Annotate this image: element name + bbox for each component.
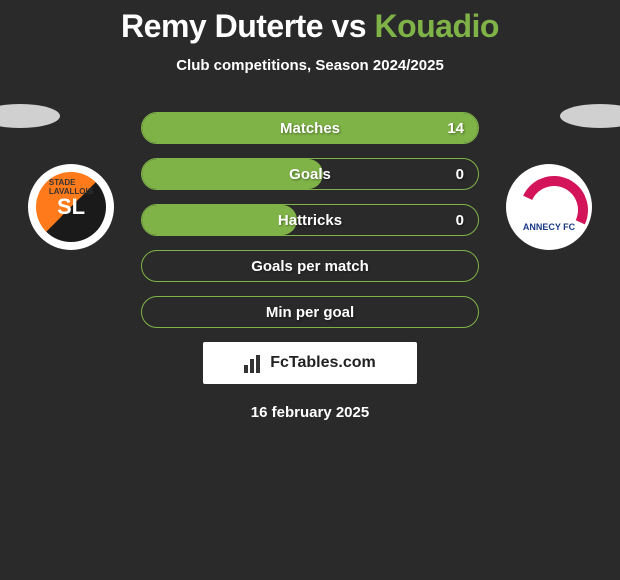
right-club-badge: ANNECY FC [506, 164, 592, 250]
stats-bars: Matches 14 Goals 0 Hattricks 0 Goals per… [141, 112, 479, 328]
left-badge-initials: SL [57, 194, 85, 220]
right-badge-icon: ANNECY FC [514, 172, 584, 242]
bar-label: Goals per match [251, 258, 369, 275]
content-area: STADELAVALLOIS SL ANNECY FC Matches 14 G… [0, 112, 620, 421]
stat-bar-goals-per-match: Goals per match [141, 250, 479, 282]
comparison-title: Remy Duterte vs Kouadio [0, 0, 620, 45]
stat-bar-min-per-goal: Min per goal [141, 296, 479, 328]
competition-subtitle: Club competitions, Season 2024/2025 [0, 57, 620, 74]
right-badge-text: ANNECY FC [514, 222, 584, 232]
stat-bar-goals: Goals 0 [141, 158, 479, 190]
stat-bar-matches: Matches 14 [141, 112, 479, 144]
left-shadow-ellipse [0, 104, 60, 128]
left-badge-icon: STADELAVALLOIS SL [36, 172, 106, 242]
right-shadow-ellipse [560, 104, 620, 128]
fctables-logo-box[interactable]: FcTables.com [203, 342, 417, 384]
bar-value: 0 [456, 212, 464, 229]
stat-bar-hattricks: Hattricks 0 [141, 204, 479, 236]
bar-label: Goals [289, 166, 331, 183]
bar-label: Min per goal [266, 304, 354, 321]
player2-name: Kouadio [374, 8, 498, 44]
chart-icon [244, 353, 266, 373]
vs-label: vs [331, 8, 366, 44]
bar-value: 14 [447, 120, 464, 137]
bar-fill [142, 205, 297, 235]
left-badge-top-text: STADELAVALLOIS [49, 178, 93, 196]
player1-name: Remy Duterte [121, 8, 323, 44]
fctables-logo-text: FcTables.com [270, 354, 376, 372]
date-label: 16 february 2025 [0, 404, 620, 421]
bar-label: Matches [280, 120, 340, 137]
bar-value: 0 [456, 166, 464, 183]
left-club-badge: STADELAVALLOIS SL [28, 164, 114, 250]
bar-label: Hattricks [278, 212, 342, 229]
